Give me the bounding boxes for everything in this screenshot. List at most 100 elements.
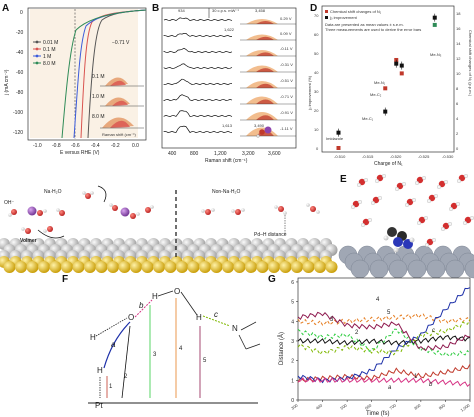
svg-text:0: 0	[20, 10, 23, 16]
peak-1622: 1,622	[224, 27, 235, 32]
raman-spectrum-trace	[163, 78, 233, 85]
water-hydrogen	[464, 174, 468, 178]
au-atom	[176, 261, 188, 273]
raman-spectrum-trace	[163, 17, 233, 22]
raman-spectrum-trace	[163, 47, 233, 53]
svg-text:10: 10	[456, 71, 461, 76]
au-atom	[84, 261, 96, 273]
svg-text:a: a	[388, 385, 392, 391]
water-hydrogen	[417, 221, 421, 225]
panel-e-molecule	[383, 227, 415, 253]
distance-series-b	[297, 377, 471, 387]
svg-text:-0.2: -0.2	[111, 143, 120, 149]
water-oxygen	[372, 196, 380, 204]
legend-0.01m: 0.01 M	[43, 40, 58, 46]
svg-text:3: 3	[330, 317, 334, 323]
svg-text:0: 0	[316, 146, 319, 151]
svg-text:5: 5	[387, 310, 391, 316]
panel-d-points	[336, 13, 437, 150]
svg-text:-0.51 V: -0.51 V	[280, 78, 293, 83]
water-hydrogen	[371, 201, 375, 205]
water-hydrogen	[427, 199, 431, 203]
panel-c: C Na·H₂O OH⁻ Volmer Non-Na·H₂O Pd–H dist…	[0, 172, 338, 273]
panel-e-label: E	[340, 174, 347, 185]
distance-series-5	[297, 311, 471, 352]
water-hydrogen	[424, 216, 428, 220]
water-hydrogen	[357, 183, 361, 187]
panel-d-legend: Chemical shift changes of N₁ j₀ improvem…	[325, 9, 421, 32]
au-atom	[233, 261, 246, 273]
panel-d-label: D	[310, 3, 317, 14]
x-tick-label: 400	[315, 402, 324, 410]
svg-text:10: 10	[314, 127, 319, 132]
svg-text:0.09 V: 0.09 V	[280, 31, 292, 36]
raman-spectrum-trace	[163, 125, 233, 133]
svg-text:800: 800	[190, 151, 199, 157]
panel-e: E	[338, 170, 474, 279]
y-tick-label: 3	[291, 339, 294, 345]
panel-g-series	[297, 287, 471, 387]
j0-improvement-point	[394, 61, 399, 66]
chemical-shift-point	[336, 146, 341, 150]
svg-text:N: N	[232, 324, 238, 333]
j0-improvement-point	[432, 15, 437, 20]
svg-text:-80: -80	[16, 90, 23, 96]
volmer-label: Volmer	[20, 238, 37, 244]
water-hydrogen	[437, 185, 441, 189]
svg-text:-0.510: -0.510	[334, 154, 346, 159]
raman-spectrum-trace	[163, 94, 233, 102]
distance-series-2	[297, 334, 471, 346]
panel-a-yticks: 0 -20 -40 -60 -80 -100 -120	[13, 10, 23, 136]
panel-d-xlabel: Charge of N₁	[374, 161, 403, 167]
panel-g-label: G	[268, 274, 276, 285]
svg-text:16: 16	[456, 26, 461, 31]
na-h2o-label: Na·H₂O	[44, 189, 62, 195]
svg-text:400: 400	[168, 151, 177, 157]
panel-g-yticks: 0 1 2 3 4 5 6	[291, 280, 298, 404]
distance-series-4	[297, 313, 471, 326]
water-hydrogen	[434, 194, 438, 198]
panel-f-bond-labels: a b c	[111, 301, 218, 349]
svg-text:-0.31 V: -0.31 V	[280, 62, 293, 67]
panel-g: G 300 400 500 600 700 800 900 1,000 0 1 2 3 4 5 6 Tim…	[268, 274, 471, 417]
svg-text:8.0 M: 8.0 M	[92, 114, 105, 120]
peak-3458: 3,458	[255, 8, 266, 13]
water-oxygen	[426, 238, 434, 246]
curve-8m	[61, 9, 147, 139]
svg-text:Pt: Pt	[95, 401, 103, 410]
svg-text:3: 3	[153, 352, 157, 358]
svg-text:-0.8: -0.8	[52, 143, 61, 149]
svg-text:14: 14	[456, 41, 461, 46]
svg-text:30: 30	[314, 89, 319, 94]
svg-text:O: O	[128, 313, 134, 322]
water-hydrogen	[358, 200, 362, 204]
svg-text:1: 1	[414, 374, 418, 380]
panel-d-yticks-left: 0 10 20 30 40 50 60 70	[314, 13, 319, 151]
distance-series-a	[297, 287, 471, 384]
y-tick-label: 1	[291, 378, 294, 384]
svg-text:-0.520: -0.520	[390, 154, 402, 159]
legend-0.1m: 0.1 M	[43, 47, 56, 53]
raman-spectrum-trace	[163, 63, 233, 69]
legend-8m: 8.0 M	[43, 61, 56, 67]
raman-oh-band-component	[256, 21, 274, 24]
raman-spectrum-trace	[163, 110, 233, 117]
au-atom	[26, 261, 39, 273]
potential-label: −0.71 V	[112, 40, 130, 46]
panel-d-ylabel-right: Chemical shift changes of N₁ (p.p.m.)	[468, 30, 473, 97]
au-atom	[3, 261, 16, 273]
y-tick-label: 0	[291, 398, 294, 404]
au-atom	[141, 261, 154, 273]
svg-text:b: b	[139, 301, 144, 310]
svg-text:2: 2	[124, 374, 128, 380]
au-atom	[210, 261, 223, 273]
au-atom	[38, 261, 50, 273]
svg-text:-0.515: -0.515	[362, 154, 374, 159]
j0-improvement-point	[383, 109, 388, 114]
panel-f-bonds	[95, 290, 261, 398]
svg-text:20: 20	[314, 108, 319, 113]
panel-a-ylabel: j (mA cm⁻²)	[4, 69, 10, 96]
panel-b-axes	[161, 7, 297, 149]
raman-oh-band-component	[256, 83, 274, 88]
au-atom	[222, 261, 234, 273]
